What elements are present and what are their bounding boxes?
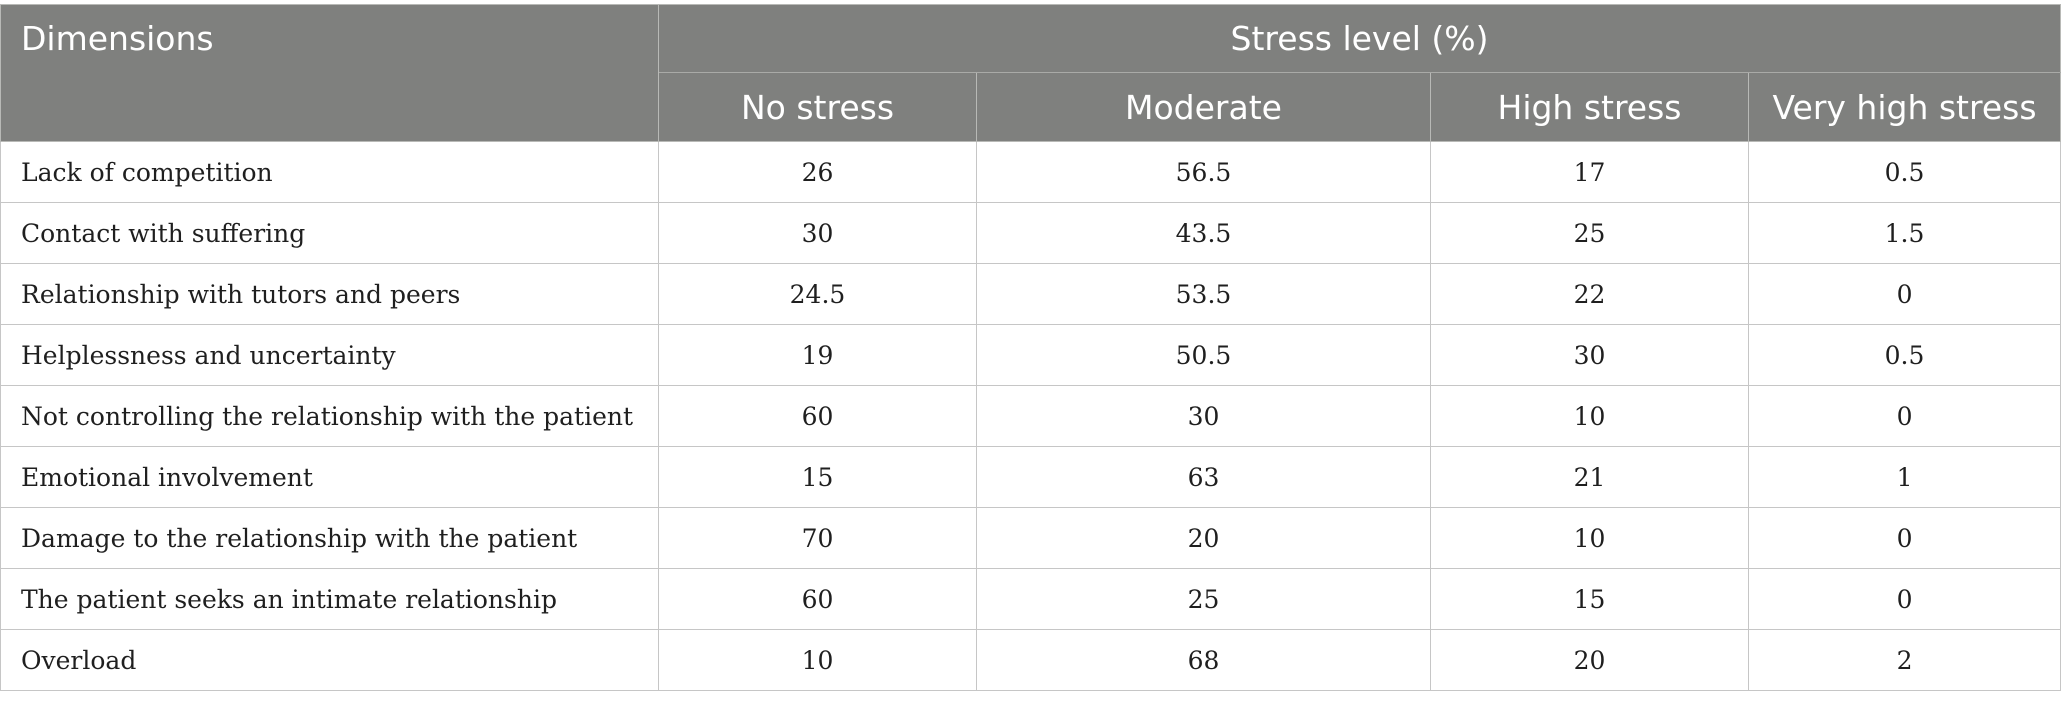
- value-cell: 50.5: [976, 324, 1431, 386]
- value-cell: 60: [658, 385, 977, 447]
- dimension-cell: Emotional involvement: [0, 446, 659, 508]
- value-cell: 10: [1430, 507, 1749, 569]
- table-row: Relationship with tutors and peers 24.5 …: [0, 263, 2062, 325]
- value-cell: 20: [1430, 629, 1749, 691]
- level-header-no-stress: No stress: [658, 72, 977, 142]
- value-cell: 21: [1430, 446, 1749, 508]
- value-cell: 25: [1430, 202, 1749, 264]
- value-cell: 26: [658, 141, 977, 203]
- value-cell: 10: [1430, 385, 1749, 447]
- table-row: Overload 10 68 20 2: [0, 629, 2062, 691]
- stress-level-header: Stress level (%): [657, 4, 2062, 73]
- table-row: Emotional involvement 15 63 21 1: [0, 446, 2062, 508]
- table-row: Damage to the relationship with the pati…: [0, 507, 2062, 569]
- stress-level-table: Dimensions Stress level (%) No stress Mo…: [0, 4, 2062, 691]
- value-cell: 70: [658, 507, 977, 569]
- value-cell: 43.5: [976, 202, 1431, 264]
- table-body: Lack of competition 26 56.5 17 0.5 Conta…: [0, 141, 2062, 691]
- value-cell: 15: [1430, 568, 1749, 630]
- level-header-moderate: Moderate: [976, 72, 1431, 142]
- value-cell: 1: [1747, 446, 2062, 508]
- value-cell: 25: [976, 568, 1431, 630]
- value-cell: 15: [658, 446, 977, 508]
- dimensions-header: Dimensions: [0, 4, 659, 142]
- value-cell: 30: [1430, 324, 1749, 386]
- dimension-cell: The patient seeks an intimate relationsh…: [0, 568, 659, 630]
- value-cell: 60: [658, 568, 977, 630]
- value-cell: 63: [976, 446, 1431, 508]
- value-cell: 20: [976, 507, 1431, 569]
- dimension-cell: Overload: [0, 629, 659, 691]
- value-cell: 2: [1747, 629, 2062, 691]
- table-row: Contact with suffering 30 43.5 25 1.5: [0, 202, 2062, 264]
- value-cell: 30: [976, 385, 1431, 447]
- dimension-cell: Relationship with tutors and peers: [0, 263, 659, 325]
- value-cell: 1.5: [1747, 202, 2062, 264]
- value-cell: 0: [1747, 385, 2062, 447]
- dimension-cell: Not controlling the relationship with th…: [0, 385, 659, 447]
- table-row: Not controlling the relationship with th…: [0, 385, 2062, 447]
- dimension-cell: Damage to the relationship with the pati…: [0, 507, 659, 569]
- level-header-high-stress: High stress: [1430, 72, 1749, 142]
- dimension-cell: Helplessness and uncertainty: [0, 324, 659, 386]
- value-cell: 0: [1747, 263, 2062, 325]
- table-row: Helplessness and uncertainty 19 50.5 30 …: [0, 324, 2062, 386]
- dimension-cell: Lack of competition: [0, 141, 659, 203]
- value-cell: 56.5: [976, 141, 1431, 203]
- value-cell: 0: [1747, 507, 2062, 569]
- value-cell: 0.5: [1747, 324, 2062, 386]
- value-cell: 19: [658, 324, 977, 386]
- level-header-very-high-stress: Very high stress: [1747, 72, 2062, 142]
- table-header: Dimensions Stress level (%) No stress Mo…: [0, 4, 2062, 142]
- table-row: The patient seeks an intimate relationsh…: [0, 568, 2062, 630]
- table-row: Lack of competition 26 56.5 17 0.5: [0, 141, 2062, 203]
- value-cell: 17: [1430, 141, 1749, 203]
- value-cell: 0: [1747, 568, 2062, 630]
- value-cell: 10: [658, 629, 977, 691]
- value-cell: 0.5: [1747, 141, 2062, 203]
- value-cell: 53.5: [976, 263, 1431, 325]
- header-row-levels: No stress Moderate High stress Very high…: [1, 72, 2062, 142]
- dimension-cell: Contact with suffering: [0, 202, 659, 264]
- value-cell: 68: [976, 629, 1431, 691]
- value-cell: 22: [1430, 263, 1749, 325]
- value-cell: 24.5: [658, 263, 977, 325]
- value-cell: 30: [658, 202, 977, 264]
- header-row-group: Dimensions Stress level (%): [0, 4, 2062, 142]
- stress-table-container: Dimensions Stress level (%) No stress Mo…: [0, 4, 2062, 691]
